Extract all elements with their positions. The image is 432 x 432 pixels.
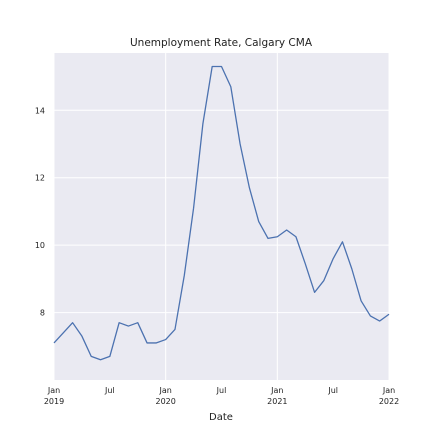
chart-title: Unemployment Rate, Calgary CMA [130,37,313,49]
x-tick-year-label: 2021 [267,397,287,406]
data-series [53,65,390,361]
y-tick-label: 10 [35,241,45,250]
x-tick-label: Jul [104,386,115,395]
x-tick-label: Jan [47,386,60,395]
y-axis-ticks: 8 10 12 14 [35,106,45,317]
x-axis-title: Date [209,412,233,423]
x-tick-label: Jan [382,386,395,395]
x-tick-year-label: 2020 [155,397,175,406]
x-tick-label: Jul [327,386,338,395]
y-tick-label: 14 [35,106,45,115]
plot-area [54,53,389,380]
y-tick-label: 12 [35,174,45,183]
grid-lines [53,53,390,380]
x-tick-label: Jan [158,386,171,395]
x-tick-year-label: 2019 [44,397,64,406]
series-line [53,65,390,361]
x-tick-year-label: 2022 [379,397,399,406]
x-tick-label: Jul [216,386,227,395]
y-tick-label: 8 [40,309,45,318]
x-axis-ticks: Jan 2019 Jul Jan 2020 Jul Jan 2021 Jul Jan 2022 [44,386,399,406]
x-tick-label: Jan [270,386,283,395]
